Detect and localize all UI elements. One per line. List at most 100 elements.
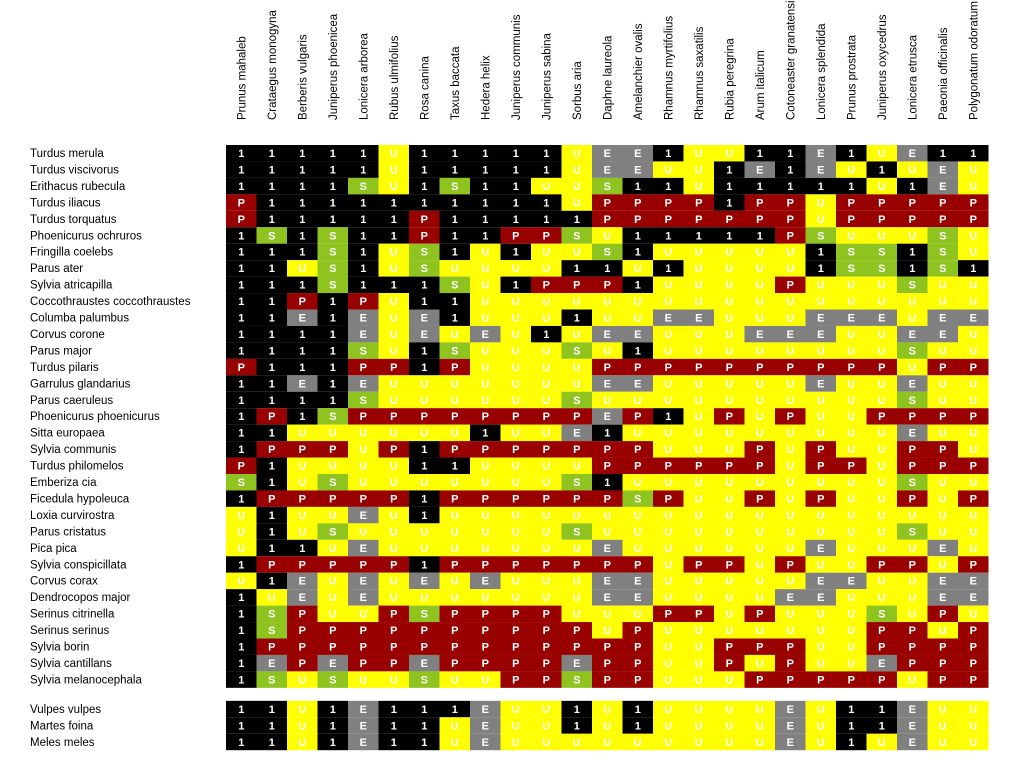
matrix-cell [744,391,775,409]
matrix-cell [531,210,562,228]
matrix-cell [592,654,623,672]
matrix-cell [317,700,348,718]
matrix-cell [561,309,592,326]
matrix-cell-value: U [573,737,581,749]
matrix-cell-value: U [603,230,611,242]
row-label: Dendrocopos major [30,592,131,604]
matrix-cell [287,391,318,409]
matrix-cell [561,342,592,359]
matrix-cell-value: U [573,461,581,473]
matrix-cell-value: 1 [848,181,854,193]
matrix-cell-value: 1 [421,720,427,732]
matrix-cell [744,375,775,392]
matrix-cell-value: U [573,296,581,308]
matrix-cell [409,572,440,590]
matrix-cell [744,589,775,606]
matrix-cell-value: 1 [299,181,305,193]
matrix-cell-value: U [939,720,947,732]
matrix-cell-value: P [604,214,611,226]
matrix-cell [531,671,562,688]
matrix-cell [409,243,440,261]
matrix-cell-value: U [847,609,855,621]
matrix-cell [683,194,714,211]
matrix-cell-value: P [756,362,763,374]
matrix-cell [622,391,653,409]
matrix-cell [622,671,653,688]
matrix-cell-value: P [390,559,397,571]
matrix-cell-value: 1 [299,148,305,160]
matrix-cell [836,194,867,211]
matrix-cell [439,572,470,590]
matrix-cell-value: U [939,526,947,538]
matrix-cell-value: P [329,444,336,456]
matrix-cell-value: 1 [269,576,275,588]
matrix-cell-value: U [451,395,459,407]
matrix-cell-value: P [665,609,672,621]
matrix-cell [256,622,287,639]
matrix-cell [439,260,470,277]
matrix-cell-value: U [969,181,977,193]
matrix-cell-value: E [848,576,855,588]
matrix-cell [866,589,897,606]
matrix-cell-value: U [329,592,337,604]
matrix-cell [470,474,501,491]
matrix-cell [592,638,623,655]
matrix-cell-value: P [268,642,275,654]
matrix-cell-value: S [878,263,885,275]
matrix-cell-value: S [329,526,336,538]
matrix-cell-value: 1 [482,230,488,242]
matrix-cell [592,408,623,425]
matrix-cell-value: E [360,329,367,341]
matrix-cell [409,556,440,573]
matrix-cell-value: U [664,704,672,716]
matrix-cell [409,177,440,195]
matrix-cell-value: U [878,428,886,440]
matrix-cell-value: P [756,461,763,473]
matrix-cell [805,490,836,507]
matrix-cell [378,227,409,244]
matrix-cell-value: P [360,493,367,505]
matrix-cell [561,572,592,590]
matrix-cell [500,474,531,491]
matrix-cell [256,145,287,162]
matrix-cell-value: P [970,214,977,226]
matrix-cell-value: U [695,181,703,193]
matrix-cell [805,441,836,458]
matrix-cell-value: P [512,493,519,505]
matrix-cell-value: P [299,609,306,621]
matrix-cell-value: U [390,378,398,390]
matrix-cell [927,194,958,211]
matrix-cell-value: U [634,428,642,440]
matrix-cell-value: 1 [269,313,275,325]
row-label: Turdus pilaris [30,362,99,374]
matrix-cell-value: 1 [879,704,885,716]
matrix-cell [317,671,348,688]
matrix-cell [866,276,897,294]
matrix-cell [409,293,440,310]
matrix-cell [317,408,348,425]
matrix-cell [531,375,562,392]
matrix-cell-value: U [817,214,825,226]
matrix-cell [836,177,867,195]
matrix-cell-value: U [664,592,672,604]
matrix-cell [317,622,348,639]
matrix-cell-value: P [909,658,916,670]
matrix-cell [805,243,836,261]
matrix-cell [409,325,440,343]
matrix-cell-value: U [908,576,916,588]
matrix-cell-value: 1 [452,148,458,160]
matrix-cell-value: U [481,592,489,604]
matrix-cell-value: 1 [452,164,458,176]
matrix-cell-value: P [512,444,519,456]
matrix-cell [958,424,989,442]
matrix-cell-value: U [390,263,398,275]
matrix-cell [836,243,867,261]
matrix-cell [653,441,684,458]
matrix-cell [866,145,897,162]
matrix-cell-value: 1 [238,737,244,749]
matrix-cell-value: E [360,576,367,588]
matrix-cell-value: U [664,378,672,390]
matrix-cell [531,605,562,623]
matrix-cells: 1 1 1 1 1 U 1 1 1 1 1 U E E 1 U U 1 1 E 1 U E 1 11 1 1 1 1 U 1 1 1 1 1 U E E U… [226,145,989,751]
matrix-cell [927,342,958,359]
